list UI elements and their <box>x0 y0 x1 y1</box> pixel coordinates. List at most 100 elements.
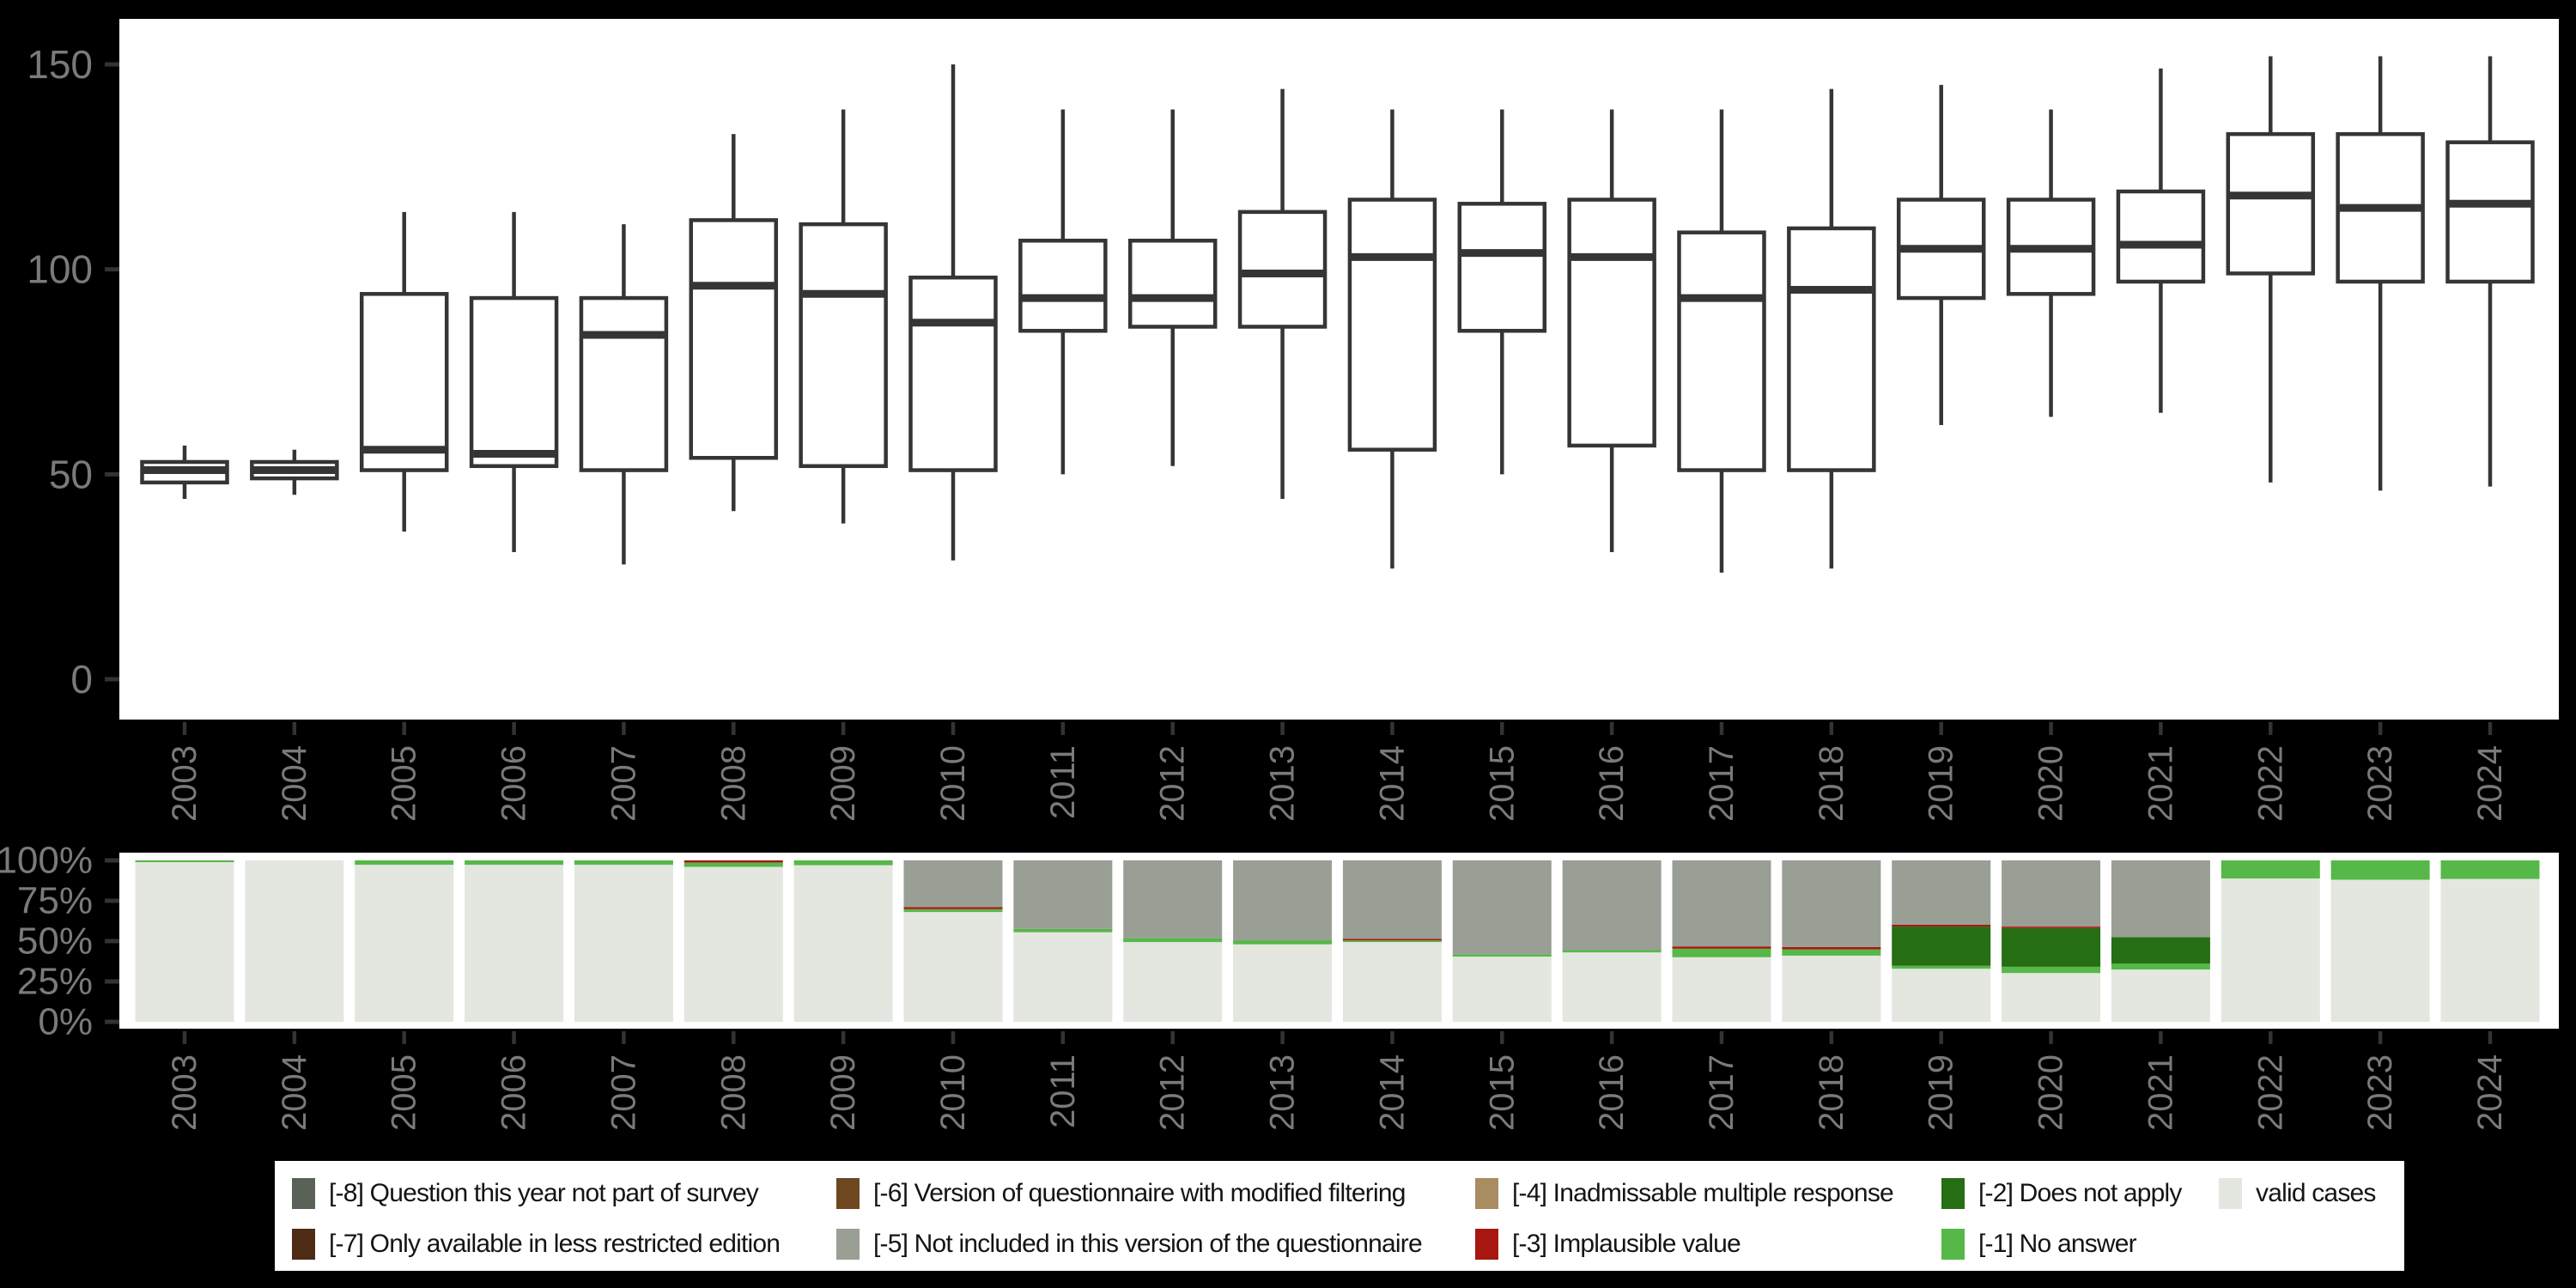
bar-segment-m3 <box>903 907 1003 909</box>
bar-segment-m1 <box>1672 948 1771 957</box>
bar-x-axis-label-2017: 2017 <box>1703 1054 1741 1131</box>
legend: [-8] Question this year not part of surv… <box>275 1161 2404 1271</box>
bar-segment-m1 <box>2002 966 2101 974</box>
box <box>1457 202 1547 333</box>
legend-swatch-valid <box>2219 1178 2242 1209</box>
bar-segment-m1 <box>1233 940 1333 945</box>
bar-segment-m1 <box>2221 860 2320 879</box>
bar-segment-valid <box>465 865 564 1022</box>
x-axis-label-2005: 2005 <box>386 745 423 822</box>
bar-2016 <box>1562 860 1662 1022</box>
box <box>1018 239 1108 333</box>
bar-x-axis-label-2014: 2014 <box>1373 1054 1411 1131</box>
box <box>1127 239 1218 329</box>
percent-axis-label: 50% <box>17 920 93 963</box>
bar-segment-valid <box>355 865 454 1022</box>
bar-segment-m2 <box>1892 927 1991 966</box>
x-axis-label-2018: 2018 <box>1813 745 1850 822</box>
x-axis-label-2013: 2013 <box>1264 745 1302 822</box>
bar-x-axis-label-2024: 2024 <box>2471 1054 2509 1131</box>
bar-2010 <box>903 860 1003 1022</box>
bar-segment-valid <box>2002 973 2101 1022</box>
x-axis-label-2022: 2022 <box>2251 745 2289 822</box>
boxplot-2011 <box>1018 109 1108 475</box>
boxplot-2021 <box>2116 68 2206 413</box>
bar-segment-valid <box>574 865 673 1022</box>
x-axis-label-2012: 2012 <box>1154 745 1192 822</box>
x-axis-label-2017: 2017 <box>1703 745 1741 822</box>
y-axis-label: 100 <box>27 247 93 292</box>
bar-segment-valid <box>1452 957 1552 1022</box>
bar-segment-m1 <box>2330 860 2430 880</box>
legend-item-m6: [-6] Version of questionnaire with modif… <box>836 1175 1474 1212</box>
boxplot-2007 <box>579 224 669 565</box>
boxplot-2015 <box>1457 109 1547 475</box>
bar-segment-m3 <box>2002 927 2101 928</box>
boxplot-2010 <box>908 64 998 561</box>
bar-x-axis-label-2020: 2020 <box>2032 1054 2070 1131</box>
bar-x-axis-label-2018: 2018 <box>1813 1054 1850 1131</box>
x-axis-label-2007: 2007 <box>605 745 642 822</box>
legend-swatch-m8 <box>292 1178 315 1209</box>
x-axis-label-2008: 2008 <box>714 745 752 822</box>
box <box>908 275 998 472</box>
bar-segment-m1 <box>683 862 783 867</box>
bar-x-axis-label-2013: 2013 <box>1264 1054 1302 1131</box>
bar-2013 <box>1233 860 1333 1022</box>
legend-item-m2: [-2] Does not apply <box>1941 1175 2236 1212</box>
box <box>2226 131 2316 276</box>
x-axis-label-2020: 2020 <box>2032 745 2070 822</box>
percent-axis-label: 75% <box>17 880 93 922</box>
x-axis-label-2011: 2011 <box>1044 745 1082 819</box>
boxplot-2004 <box>250 449 339 495</box>
legend-swatch-m4 <box>1475 1178 1498 1209</box>
boxplot-2020 <box>2006 109 2096 417</box>
bar-segment-m1 <box>793 860 893 866</box>
legend-label-valid: valid cases <box>2256 1179 2376 1207</box>
boxplot-2005 <box>359 211 449 532</box>
bar-2007 <box>574 860 673 1022</box>
bar-segment-m1 <box>1562 950 1662 953</box>
bar-segment-m3 <box>1342 939 1442 941</box>
x-axis-label-2021: 2021 <box>2142 745 2179 822</box>
x-axis-label-2006: 2006 <box>495 745 533 822</box>
boxplot-2013 <box>1237 88 1327 499</box>
box <box>689 218 779 460</box>
bar-segment-valid <box>245 860 344 1022</box>
bar-segment-valid <box>683 866 783 1022</box>
bar-segment-valid <box>1782 955 1881 1022</box>
bar-segment-m5 <box>2111 860 2210 938</box>
bar-segment-valid <box>2440 878 2540 1022</box>
bar-2018 <box>1782 860 1881 1022</box>
legend-item-m3: [-3] Implausible value <box>1475 1225 1950 1263</box>
bar-segment-m5 <box>1013 860 1113 929</box>
x-axis-label-2019: 2019 <box>1923 745 1960 822</box>
boxplot-2024 <box>2445 56 2535 487</box>
percent-axis-label: 100% <box>0 840 93 882</box>
bar-segment-m5 <box>1233 860 1333 941</box>
bar-x-axis-label-2021: 2021 <box>2142 1054 2179 1131</box>
box <box>1237 210 1327 329</box>
bar-2020 <box>2002 860 2101 1022</box>
bar-segment-m1 <box>1892 965 1991 969</box>
bar-x-axis-label-2019: 2019 <box>1923 1054 1960 1131</box>
box <box>799 222 888 469</box>
box <box>579 295 669 472</box>
bar-segment-m5 <box>2002 860 2101 927</box>
bar-segment-m5 <box>1672 860 1771 947</box>
bar-segment-m5 <box>1892 860 1991 926</box>
bar-segment-m1 <box>903 908 1003 913</box>
bar-segment-m5 <box>1123 860 1223 939</box>
legend-swatch-m6 <box>836 1178 860 1209</box>
bar-segment-m1 <box>135 860 234 863</box>
bar-segment-m2 <box>2111 937 2210 964</box>
bar-2022 <box>2221 860 2320 1022</box>
y-axis-label: 150 <box>27 42 93 87</box>
box <box>1567 197 1656 448</box>
bar-segment-m1 <box>1342 940 1442 943</box>
boxplot-2022 <box>2226 56 2316 483</box>
legend-item-m4: [-4] Inadmissable multiple response <box>1475 1175 1950 1212</box>
bar-segment-valid <box>1672 957 1771 1022</box>
boxplot-2018 <box>1787 88 1876 569</box>
